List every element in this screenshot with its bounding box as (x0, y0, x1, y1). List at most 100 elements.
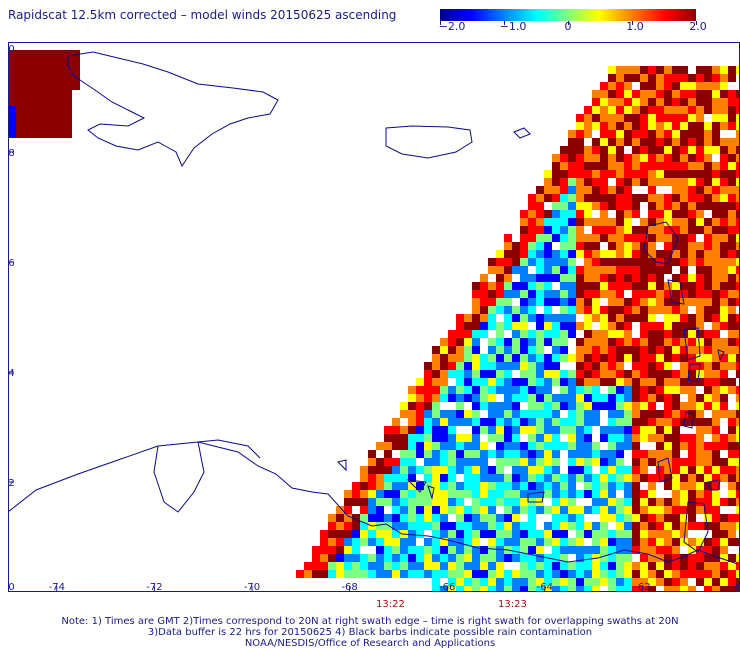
swath-cell (48, 50, 56, 58)
swath-cell (32, 74, 40, 82)
swath-cell (560, 202, 568, 210)
swath-cell (528, 426, 536, 434)
swath-cell (560, 346, 568, 354)
swath-cell (536, 250, 544, 258)
swath-cell (608, 130, 616, 138)
swath-cell (640, 266, 648, 274)
swath-cell (512, 522, 520, 530)
swath-cell (616, 434, 624, 442)
swath-cell (728, 186, 736, 194)
swath-cell (464, 514, 472, 522)
swath-cell (448, 426, 456, 434)
swath-cell (536, 538, 544, 546)
swath-cell (440, 362, 448, 370)
swath-cell (688, 90, 696, 98)
swath-cell (528, 482, 536, 490)
swath-cell (688, 122, 696, 130)
swath-cell (736, 130, 740, 138)
swath-cell (536, 506, 544, 514)
swath-cell (720, 578, 728, 586)
swath-cell (464, 314, 472, 322)
swath-cell (584, 162, 592, 170)
swath-cell (648, 146, 656, 154)
swath-cell (512, 346, 520, 354)
swath-cell (504, 482, 512, 490)
swath-cell (720, 570, 728, 578)
swath-cell (712, 138, 720, 146)
swath-cell (632, 178, 640, 186)
swath-cell (592, 586, 600, 592)
swath-cell (464, 466, 472, 474)
swath-cell (496, 514, 504, 522)
swath-cell (688, 98, 696, 106)
swath-cell (704, 258, 712, 266)
swath-cell (648, 362, 656, 370)
swath-cell (648, 90, 656, 98)
swath-cell (496, 402, 504, 410)
swath-cell (616, 234, 624, 242)
swath-cell (624, 154, 632, 162)
swath-cell (680, 378, 688, 386)
swath-cell (576, 490, 584, 498)
swath-cell (560, 338, 568, 346)
swath-cell (416, 498, 424, 506)
swath-cell (392, 506, 400, 514)
swath-cell (584, 386, 592, 394)
swath-cell (664, 578, 672, 586)
swath-cell (440, 394, 448, 402)
swath-cell (736, 266, 740, 274)
swath-cell (568, 210, 576, 218)
swath-cell (640, 298, 648, 306)
swath-cell (552, 226, 560, 234)
swath-cell (552, 554, 560, 562)
swath-cell (648, 506, 656, 514)
swath-cell (624, 514, 632, 522)
swath-cell (360, 514, 368, 522)
swath-cell (432, 442, 440, 450)
swath-cell (16, 90, 24, 98)
swath-cell (648, 474, 656, 482)
swath-cell (560, 386, 568, 394)
swath-cell (728, 170, 736, 178)
swath-cell (640, 66, 648, 74)
swath-cell (464, 450, 472, 458)
swath-cell (600, 482, 608, 490)
swath-cell (616, 314, 624, 322)
swath-cell (632, 346, 640, 354)
swath-cell (520, 490, 528, 498)
swath-cell (488, 386, 496, 394)
swath-cell (536, 474, 544, 482)
swath-cell (552, 562, 560, 570)
swath-cell (384, 562, 392, 570)
swath-cell (592, 90, 600, 98)
swath-cell (584, 474, 592, 482)
swath-cell (704, 218, 712, 226)
swath-cell (592, 274, 600, 282)
swath-cell (640, 546, 648, 554)
swath-cell (632, 74, 640, 82)
swath-cell (336, 514, 344, 522)
swath-cell (64, 50, 72, 58)
lon-tick-label: -62 (634, 582, 650, 592)
swath-cell (728, 450, 736, 458)
swath-cell (568, 410, 576, 418)
swath-cell (472, 434, 480, 442)
swath-cell (472, 402, 480, 410)
colorbar-tick (632, 21, 633, 25)
swath-cell (8, 130, 16, 138)
swath-cell (480, 290, 488, 298)
swath-cell (688, 506, 696, 514)
swath-cell (432, 378, 440, 386)
swath-cell (480, 458, 488, 466)
swath-cell (624, 474, 632, 482)
swath-cell (680, 402, 688, 410)
swath-cell (384, 458, 392, 466)
swath-cell (680, 90, 688, 98)
swath-cell (304, 562, 312, 570)
swath-cell (520, 370, 528, 378)
swath-cell (608, 186, 616, 194)
swath-cell (440, 482, 448, 490)
swath-cell (624, 202, 632, 210)
swath-cell (512, 418, 520, 426)
swath-cell (728, 442, 736, 450)
